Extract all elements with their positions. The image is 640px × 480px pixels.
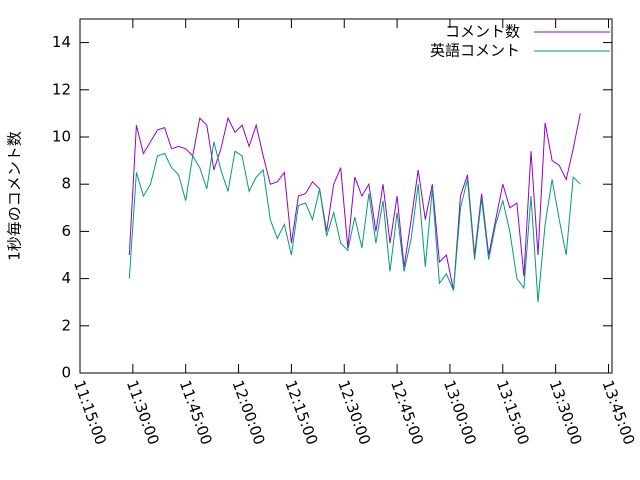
y-tick-label: 0 (61, 364, 71, 382)
y-axis-label: 1秒毎のコメント数 (6, 131, 24, 261)
x-tick-label: 12:00:00 (229, 378, 269, 447)
x-tick-label: 11:15:00 (70, 378, 110, 447)
x-tick-label: 12:30:00 (334, 378, 374, 447)
y-tick-label: 6 (61, 222, 71, 240)
series-line (128, 113, 581, 291)
series-line (128, 141, 581, 303)
x-tick-label: 11:30:00 (123, 378, 163, 447)
y-tick-label: 12 (52, 80, 71, 98)
y-tick-label: 8 (61, 175, 71, 193)
x-tick-label: 11:45:00 (176, 378, 216, 447)
y-tick-label: 14 (52, 33, 71, 51)
legend-label: コメント数 (445, 23, 520, 41)
x-tick-label: 13:15:00 (493, 378, 533, 447)
y-tick-label: 4 (61, 269, 71, 287)
x-tick-label: 13:30:00 (546, 378, 586, 447)
legend-label: 英語コメント (430, 42, 520, 60)
x-tick-label: 13:45:00 (598, 378, 638, 447)
plot-frame (79, 18, 613, 374)
x-tick-label: 12:15:00 (281, 378, 321, 447)
x-tick-label: 12:45:00 (387, 378, 427, 447)
x-tick-label: 13:00:00 (440, 378, 480, 447)
y-tick-label: 2 (61, 316, 71, 334)
y-tick-label: 10 (52, 128, 71, 146)
